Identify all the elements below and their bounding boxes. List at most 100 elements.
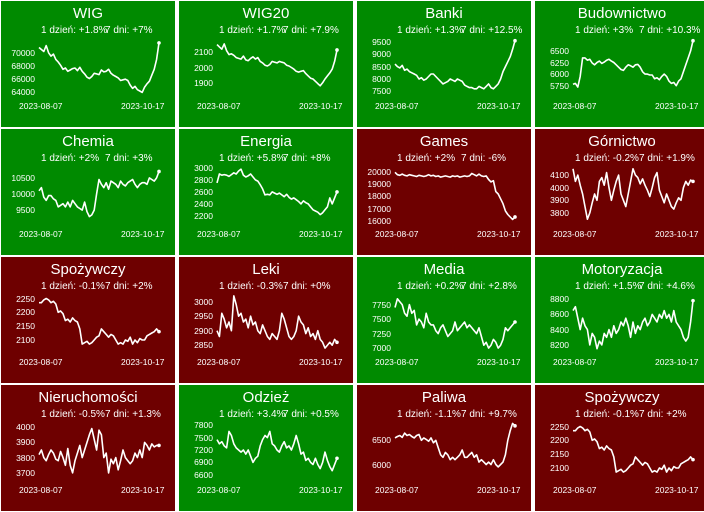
day-change-label: 1 dzień: +1.5%	[575, 281, 642, 292]
y-tick-label: 2150	[550, 449, 569, 460]
series-line	[394, 40, 516, 90]
y-tick-label: 3900	[550, 195, 569, 206]
day-change-label: 1 dzień: +1.3%	[397, 25, 464, 36]
chart-title: Górnictwo	[588, 133, 656, 150]
y-tick-label: 7000	[372, 343, 391, 354]
x-start-label: 2023-08-07	[197, 229, 241, 239]
y-tick-label: 2400	[194, 198, 213, 209]
x-end-label: 2023-10-17	[477, 485, 521, 495]
x-end-label: 2023-10-17	[477, 357, 521, 367]
day-change-label: 1 dzień: +0.2%	[397, 281, 464, 292]
chart-panel: Paliwa 1 dzień: -1.1% 7 dni: +9.7% 2023-08-…	[357, 385, 531, 511]
y-tick-label: 7250	[372, 328, 391, 339]
y-tick-label: 2800	[194, 174, 213, 185]
y-tick-label: 4000	[16, 422, 35, 433]
x-start-label: 2023-08-07	[375, 101, 419, 111]
chart-title: Media	[423, 261, 465, 278]
chart-panel: Games 1 dzień: +2% 7 dni: -6% 2023-08-07 202…	[357, 129, 531, 255]
y-tick-label: 7200	[194, 445, 213, 455]
y-tick-label: 20000	[367, 167, 391, 178]
chart-plot	[38, 169, 161, 218]
series-line	[572, 167, 694, 220]
week-change-label: 7 dni: +7.9%	[283, 25, 339, 36]
day-change-label: 1 dzień: +5.8%	[219, 153, 286, 164]
last-point	[335, 190, 339, 194]
series-line	[394, 171, 516, 221]
day-change-label: 1 dzień: -0.1%	[575, 409, 639, 420]
y-tick-label: 2200	[16, 307, 35, 318]
y-tick-label: 3700	[16, 467, 35, 478]
chart-plot	[216, 168, 339, 216]
y-tick-label: 8000	[372, 73, 391, 84]
week-change-label: 7 dni: +8%	[283, 153, 331, 164]
x-start-label: 2023-08-07	[553, 101, 597, 111]
y-tick-label: 2000	[194, 62, 213, 73]
chart-plot	[573, 425, 695, 473]
chart-panel: Budownictwo 1 dzień: +3% 7 dni: +10.3% 2023…	[535, 1, 704, 127]
day-change-label: 1 dzień: -0.5%	[41, 409, 105, 420]
chart-plot	[38, 41, 161, 94]
last-point	[691, 179, 695, 184]
y-tick-label: 3900	[16, 437, 35, 448]
y-tick-label: 68000	[11, 61, 35, 71]
x-end-label: 2023-10-17	[299, 229, 343, 239]
y-tick-label: 6000	[372, 459, 391, 470]
y-tick-label: 2250	[16, 293, 35, 304]
y-tick-label: 2150	[16, 321, 35, 332]
y-tick-label: 5750	[550, 80, 569, 91]
week-change-label: 7 dni: +2.8%	[461, 281, 517, 292]
x-start-label: 2023-08-07	[197, 485, 241, 495]
day-change-label: 1 dzień: +2%	[397, 153, 456, 164]
last-point	[335, 48, 339, 52]
y-tick-label: 10000	[11, 189, 35, 199]
chart-panel: Leki 1 dzień: -0.3% 7 dni: +0% 2023-08-07 20…	[179, 257, 353, 383]
chart-title: Motoryzacja	[581, 261, 663, 278]
y-tick-label: 2100	[16, 334, 35, 345]
day-change-label: 1 dzień: +3%	[575, 25, 634, 36]
week-change-label: 7 dni: +7%	[105, 25, 153, 36]
last-point	[157, 329, 161, 334]
series-line	[573, 425, 694, 473]
series-line	[216, 168, 338, 216]
y-tick-label: 7500	[194, 432, 213, 443]
chart-title: Odzież	[242, 389, 290, 406]
y-tick-label: 17000	[367, 203, 391, 214]
chart-plot	[572, 167, 695, 220]
y-tick-label: 8200	[550, 339, 569, 350]
last-point	[513, 38, 517, 43]
chart-plot	[216, 295, 339, 349]
y-tick-label: 6000	[550, 69, 569, 80]
chart-panel: Górnictwo 1 dzień: -0.2% 7 dni: +1.9% 2023-…	[535, 129, 704, 255]
x-end-label: 2023-10-17	[477, 229, 521, 239]
y-tick-label: 3800	[550, 207, 569, 218]
y-tick-label: 8400	[550, 324, 569, 335]
x-end-label: 2023-10-17	[299, 101, 343, 111]
last-point	[335, 456, 339, 461]
y-tick-label: 3800	[16, 452, 35, 463]
series-line	[38, 171, 160, 218]
chart-plot	[216, 430, 339, 472]
chart-title: Paliwa	[421, 389, 467, 406]
week-change-label: 7 dni: +3%	[105, 153, 153, 164]
y-tick-label: 9000	[372, 49, 391, 60]
series-line	[394, 422, 516, 468]
y-tick-label: 7500	[372, 86, 391, 97]
day-change-label: 1 dzień: -0.3%	[219, 281, 283, 292]
chart-plot	[572, 298, 695, 350]
chart-panel: WIG20 1 dzień: +1.7% 7 dni: +7.9% 2023-08-0…	[179, 1, 353, 127]
y-tick-label: 6600	[194, 469, 213, 480]
y-tick-label: 2850	[194, 340, 213, 351]
x-end-label: 2023-10-17	[477, 101, 521, 111]
y-tick-label: 3000	[194, 162, 213, 173]
last-point	[691, 298, 695, 303]
chart-title: Leki	[252, 261, 280, 278]
week-change-label: 7 dni: +4.6%	[639, 281, 695, 292]
x-end-label: 2023-10-17	[655, 357, 699, 367]
chart-plot	[39, 297, 161, 345]
x-start-label: 2023-08-07	[197, 101, 241, 111]
last-point	[335, 340, 339, 345]
x-start-label: 2023-08-07	[19, 485, 63, 495]
x-end-label: 2023-10-17	[655, 229, 699, 239]
y-tick-label: 2950	[194, 311, 213, 322]
